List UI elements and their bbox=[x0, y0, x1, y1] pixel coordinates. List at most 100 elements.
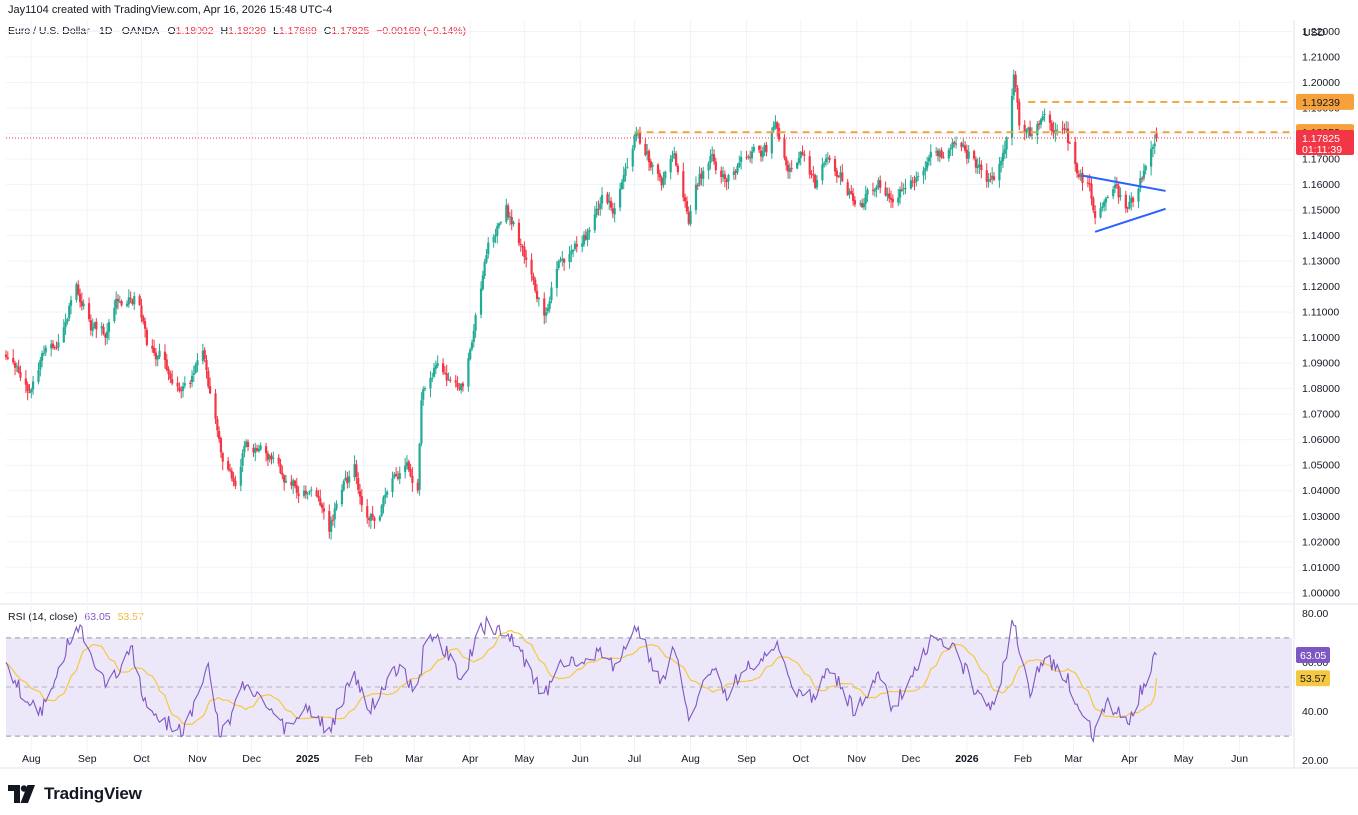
candle-body bbox=[1086, 182, 1090, 184]
candle-body bbox=[600, 195, 604, 204]
candle-body bbox=[942, 156, 945, 158]
price-tick-label: 1.11000 bbox=[1302, 307, 1339, 319]
price-tick-label: 1.09000 bbox=[1302, 358, 1340, 370]
candle-body bbox=[467, 358, 470, 387]
triangle-trendline[interactable] bbox=[1082, 174, 1166, 192]
candle-body bbox=[458, 387, 461, 390]
candle-body bbox=[404, 465, 407, 473]
candle-body bbox=[777, 128, 781, 140]
candle-body bbox=[358, 490, 362, 497]
candle-body bbox=[190, 375, 194, 383]
candle-body bbox=[973, 151, 976, 159]
candle-body bbox=[1124, 194, 1127, 209]
candle-body bbox=[441, 363, 445, 373]
candle-body bbox=[815, 179, 819, 188]
candle-body bbox=[1003, 149, 1006, 154]
grid-layer bbox=[6, 20, 1292, 768]
candle-body bbox=[512, 221, 515, 225]
price-tick-label: 1.13000 bbox=[1302, 256, 1340, 268]
candle-body bbox=[371, 513, 374, 518]
candle-body bbox=[967, 151, 970, 159]
candle-body bbox=[474, 315, 477, 331]
candle-body bbox=[1038, 123, 1041, 125]
time-tick-label: Sep bbox=[78, 753, 97, 765]
candle-body bbox=[673, 153, 676, 156]
candle-body bbox=[546, 307, 549, 312]
candle-body bbox=[886, 194, 889, 197]
candle-body bbox=[51, 343, 55, 348]
candle-body bbox=[599, 203, 602, 209]
rsi-label[interactable]: RSI (14, close) bbox=[8, 611, 78, 623]
candle-body bbox=[201, 350, 204, 361]
candle-body bbox=[694, 184, 698, 211]
candle-body bbox=[700, 173, 703, 179]
candle-body bbox=[586, 231, 589, 241]
candle-body bbox=[711, 154, 714, 157]
candle-body bbox=[573, 243, 577, 250]
candle-body bbox=[283, 475, 286, 483]
candle-body bbox=[582, 234, 586, 245]
triangle-trendline[interactable] bbox=[1094, 207, 1166, 233]
candle-body bbox=[723, 174, 726, 180]
candle-body bbox=[1130, 197, 1133, 203]
candle-body bbox=[89, 320, 92, 331]
candle-body bbox=[241, 453, 244, 466]
candle-body bbox=[581, 243, 584, 247]
candle-body bbox=[308, 491, 311, 493]
candle-body bbox=[496, 225, 499, 236]
price-tick-label: 1.07000 bbox=[1302, 409, 1340, 421]
time-tick-label: Jun bbox=[1231, 753, 1248, 765]
candle-body bbox=[761, 151, 764, 158]
candle-body bbox=[485, 255, 488, 263]
candle-body bbox=[682, 171, 685, 198]
candle-body bbox=[1099, 208, 1102, 218]
candle-body bbox=[532, 275, 535, 281]
candle-body bbox=[626, 166, 629, 168]
candle-body bbox=[429, 378, 432, 389]
candle-body bbox=[422, 389, 425, 400]
candle-body bbox=[651, 165, 654, 167]
candle-body bbox=[216, 418, 219, 431]
candle-body bbox=[393, 474, 396, 478]
candle-body bbox=[1077, 174, 1080, 177]
candle-body bbox=[1030, 134, 1034, 136]
candle-body bbox=[80, 301, 83, 307]
candle-body bbox=[747, 156, 750, 158]
candle-body bbox=[208, 386, 212, 394]
candle-body bbox=[889, 197, 893, 200]
time-tick-label: Oct bbox=[793, 753, 809, 765]
candle-body bbox=[6, 357, 9, 359]
candle-body bbox=[205, 359, 208, 371]
candle-body bbox=[320, 504, 324, 508]
candle-body bbox=[557, 261, 560, 268]
candle-body bbox=[369, 514, 372, 521]
candle-body bbox=[888, 193, 891, 199]
candle-body bbox=[974, 159, 978, 168]
time-tick-label: Sep bbox=[737, 753, 756, 765]
candle-body bbox=[823, 163, 826, 165]
rsi-ma-badge bbox=[1296, 670, 1330, 687]
brand-footer[interactable]: TradingView bbox=[8, 782, 142, 806]
currency-label[interactable]: USD bbox=[1303, 27, 1326, 39]
candle-body bbox=[497, 223, 501, 227]
candle-body bbox=[1050, 122, 1053, 131]
candle-body bbox=[772, 126, 775, 131]
candle-body bbox=[1065, 129, 1068, 131]
candle-body bbox=[555, 268, 558, 288]
level-price-badge-text: 1.19239 bbox=[1302, 97, 1340, 109]
candle-body bbox=[395, 473, 398, 476]
candle-body bbox=[613, 208, 616, 215]
candle-body bbox=[523, 246, 526, 258]
candle-body bbox=[194, 364, 197, 373]
candle-body bbox=[479, 288, 483, 315]
candle-body bbox=[671, 155, 674, 159]
candle-body bbox=[559, 259, 562, 262]
candle-body bbox=[317, 495, 320, 498]
rsi-tick-label: 80.00 bbox=[1302, 608, 1328, 620]
candle-body bbox=[1112, 189, 1115, 197]
candle-body bbox=[330, 520, 333, 532]
candle-body bbox=[951, 142, 954, 149]
candle-body bbox=[304, 490, 307, 495]
price-tick-label: 1.10000 bbox=[1302, 332, 1340, 344]
